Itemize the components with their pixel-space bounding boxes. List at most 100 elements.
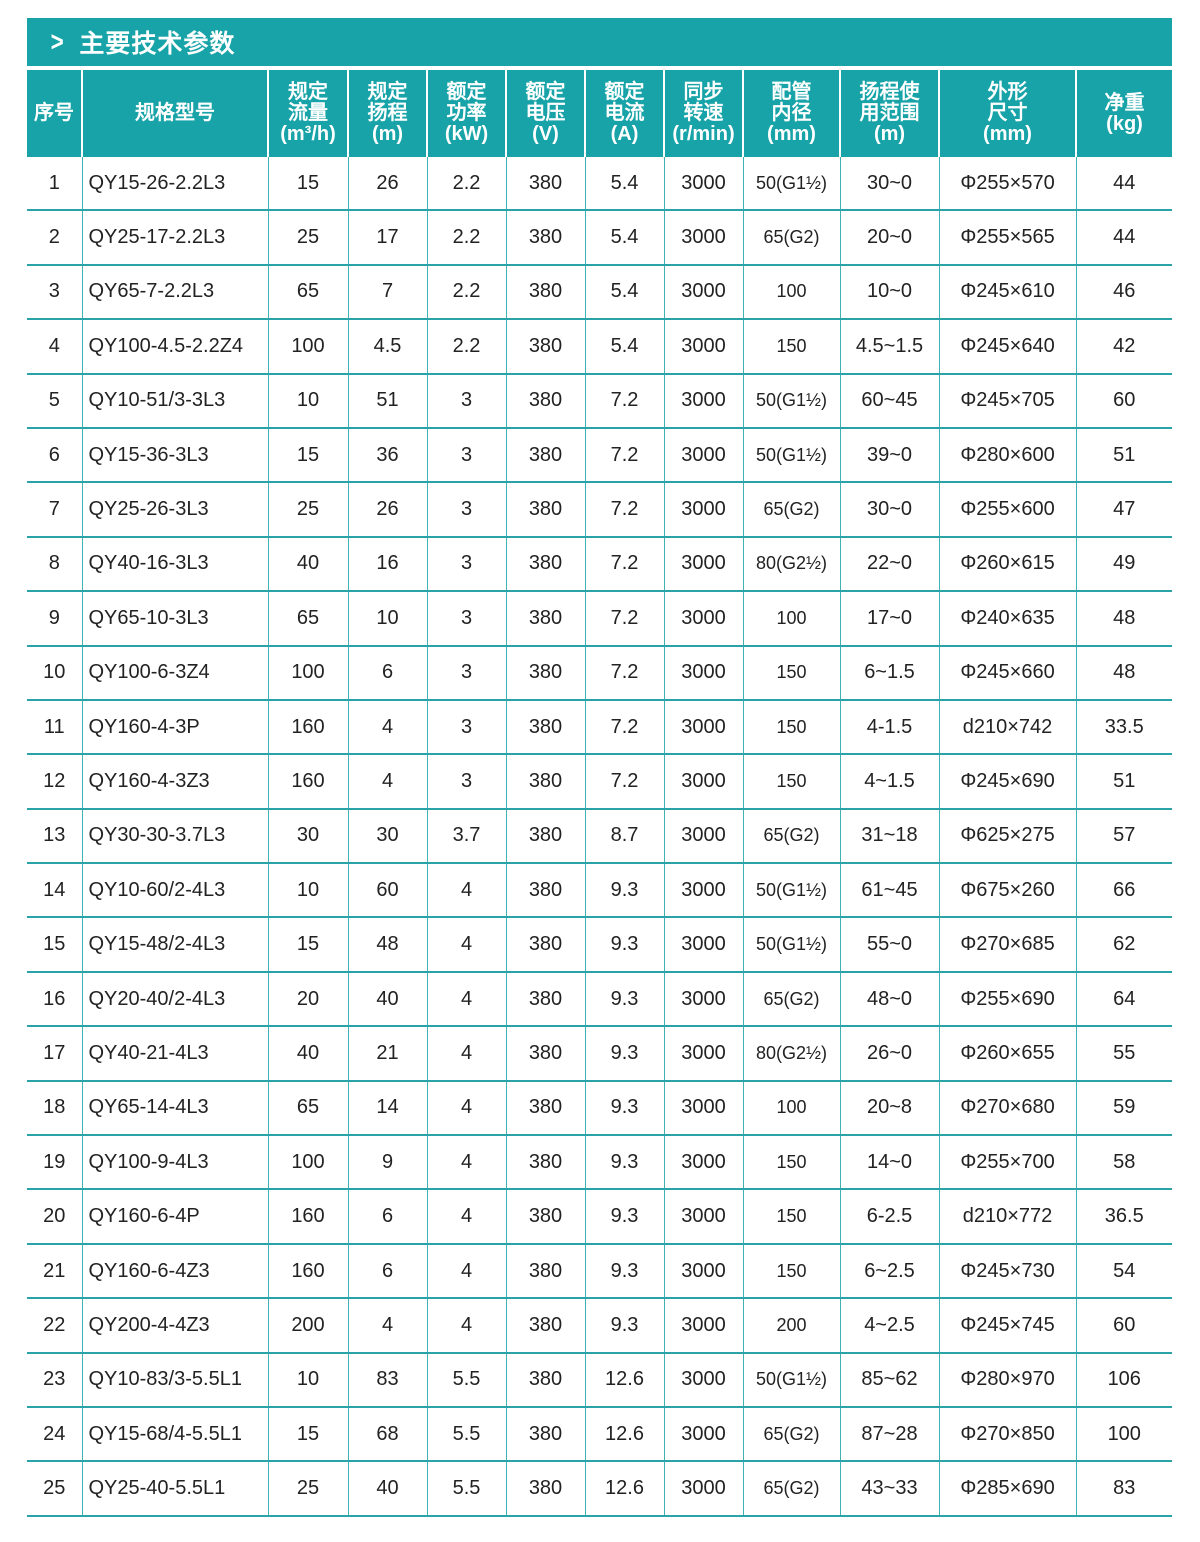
table-cell: 380 bbox=[505, 1080, 585, 1137]
tech-params-table: 序号 规格型号 规定 流量 (m³/h) 规定 扬程 (m) 额定 功率 (kW) 额定 电压 (V) 额定… bbox=[27, 70, 1172, 1517]
table-cell: 42 bbox=[1075, 319, 1172, 375]
table-cell: 50(G1½) bbox=[742, 863, 840, 919]
table-cell: 150 bbox=[742, 1189, 840, 1245]
table-cell: 58 bbox=[1075, 1135, 1172, 1191]
table-cell: 47 bbox=[1075, 482, 1172, 538]
table-cell: 15 bbox=[267, 1406, 348, 1463]
table-cell: 16 bbox=[347, 536, 427, 593]
table-cell: 5.5 bbox=[426, 1461, 506, 1517]
table-cell: 2 bbox=[27, 210, 82, 266]
chevron-right-icon: > bbox=[50, 26, 64, 57]
table-cell: 3000 bbox=[663, 591, 743, 647]
table-cell: 21 bbox=[347, 1026, 427, 1082]
table-cell: 3000 bbox=[663, 536, 743, 593]
table-cell: 7 bbox=[27, 482, 82, 538]
table-cell: 12.6 bbox=[584, 1406, 664, 1463]
table-cell: 30~0 bbox=[839, 157, 939, 212]
table-cell: 60 bbox=[1075, 373, 1172, 429]
column-header: 配管 内径 (mm) bbox=[742, 70, 840, 157]
table-cell: 4 bbox=[426, 917, 506, 973]
table-cell: Φ255×700 bbox=[938, 1135, 1076, 1191]
table-cell: Φ675×260 bbox=[938, 863, 1076, 919]
table-cell: 4 bbox=[426, 1243, 506, 1300]
table-cell: 7.2 bbox=[584, 591, 664, 647]
table-cell: 4~1.5 bbox=[839, 754, 939, 810]
table-cell: 380 bbox=[505, 971, 585, 1028]
table-cell: 15 bbox=[267, 917, 348, 973]
table-cell: 3000 bbox=[663, 1026, 743, 1082]
table-cell: 380 bbox=[505, 1461, 585, 1517]
table-cell: 66 bbox=[1075, 863, 1172, 919]
table-cell: 9.3 bbox=[584, 1298, 664, 1354]
table-cell: 3 bbox=[426, 754, 506, 810]
table-cell: 3 bbox=[426, 645, 506, 701]
table-cell: 150 bbox=[742, 645, 840, 701]
table-cell: QY65-10-3L3 bbox=[81, 591, 268, 647]
table-cell: QY100-4.5-2.2Z4 bbox=[81, 319, 268, 375]
table-cell: 380 bbox=[505, 373, 585, 429]
table-cell: 7.2 bbox=[584, 536, 664, 593]
table-row: 24 QY15-68/4-5.5L1 15 68 5.5 380 12.6 3000 65(G2… bbox=[27, 1406, 1172, 1463]
table-cell: 2.2 bbox=[426, 210, 506, 266]
table-cell: 100 bbox=[267, 1135, 348, 1191]
table-cell: 100 bbox=[742, 1080, 840, 1137]
section-title: 主要技术参数 bbox=[79, 30, 236, 58]
table-cell: 150 bbox=[742, 754, 840, 810]
table-cell: 5.4 bbox=[584, 264, 664, 321]
table-cell: 85~62 bbox=[839, 1352, 939, 1408]
table-cell: 4 bbox=[347, 1298, 427, 1354]
column-header-line: 序号 bbox=[34, 102, 74, 124]
table-cell: 5.5 bbox=[426, 1406, 506, 1463]
table-cell: 26~0 bbox=[839, 1026, 939, 1082]
table-cell: Φ255×570 bbox=[938, 157, 1076, 212]
table-cell: 3000 bbox=[663, 1461, 743, 1517]
table-cell: QY30-30-3.7L3 bbox=[81, 808, 268, 865]
table-cell: 87~28 bbox=[839, 1406, 939, 1463]
column-header: 同步 转速 (r/min) bbox=[663, 70, 743, 157]
table-cell: d210×772 bbox=[938, 1189, 1076, 1245]
column-header: 外形 尺寸 (mm) bbox=[938, 70, 1076, 157]
table-cell: 13 bbox=[27, 808, 82, 865]
column-header-line: 规定 bbox=[288, 81, 328, 103]
table-cell: 22~0 bbox=[839, 536, 939, 593]
table-row: 22 QY200-4-4Z3 200 4 4 380 9.3 3000 200 4~2.5 Φ245… bbox=[27, 1298, 1172, 1354]
table-cell: Φ245×640 bbox=[938, 319, 1076, 375]
table-cell: 5.4 bbox=[584, 210, 664, 266]
table-cell: 150 bbox=[742, 1243, 840, 1300]
table-header-row: 序号 规格型号 规定 流量 (m³/h) 规定 扬程 (m) 额定 功率 (kW) 额定 电压 (V) 额定… bbox=[27, 70, 1172, 157]
column-header-line: 同步 bbox=[683, 81, 724, 103]
column-header-line: (m) bbox=[371, 123, 404, 145]
table-row: 1 QY15-26-2.2L3 15 26 2.2 380 5.4 3000 50(G1½) 30… bbox=[27, 157, 1172, 212]
table-cell: 6~2.5 bbox=[839, 1243, 939, 1300]
table-cell: 3000 bbox=[663, 210, 743, 266]
table-cell: 4.5 bbox=[347, 319, 427, 375]
table-cell: 30 bbox=[347, 808, 427, 865]
table-cell: Φ240×635 bbox=[938, 591, 1076, 647]
table-cell: 11 bbox=[27, 699, 82, 756]
table-cell: 380 bbox=[505, 319, 585, 375]
column-header-line: 用范围 bbox=[859, 102, 920, 124]
table-cell: 3 bbox=[426, 536, 506, 593]
table-cell: 6 bbox=[27, 427, 82, 484]
table-cell: QY25-17-2.2L3 bbox=[81, 210, 268, 266]
table-cell: Φ245×745 bbox=[938, 1298, 1076, 1354]
table-cell: QY20-40/2-4L3 bbox=[81, 971, 268, 1028]
table-cell: 48~0 bbox=[839, 971, 939, 1028]
table-cell: 4 bbox=[347, 754, 427, 810]
table-cell: 380 bbox=[505, 591, 585, 647]
column-header: 扬程使 用范围 (m) bbox=[839, 70, 939, 157]
table-cell: QY15-26-2.2L3 bbox=[81, 157, 268, 212]
table-cell: 380 bbox=[505, 1298, 585, 1354]
table-cell: 24 bbox=[27, 1406, 82, 1463]
table-cell: 26 bbox=[347, 482, 427, 538]
table-cell: 3000 bbox=[663, 1243, 743, 1300]
table-cell: 380 bbox=[505, 754, 585, 810]
table-cell: QY160-6-4P bbox=[81, 1189, 268, 1245]
table-cell: 51 bbox=[1075, 427, 1172, 484]
table-cell: 15 bbox=[27, 917, 82, 973]
table-cell: 6 bbox=[347, 1243, 427, 1300]
table-cell: 3000 bbox=[663, 264, 743, 321]
table-cell: 14~0 bbox=[839, 1135, 939, 1191]
table-cell: 8.7 bbox=[584, 808, 664, 865]
table-cell: 25 bbox=[267, 210, 348, 266]
